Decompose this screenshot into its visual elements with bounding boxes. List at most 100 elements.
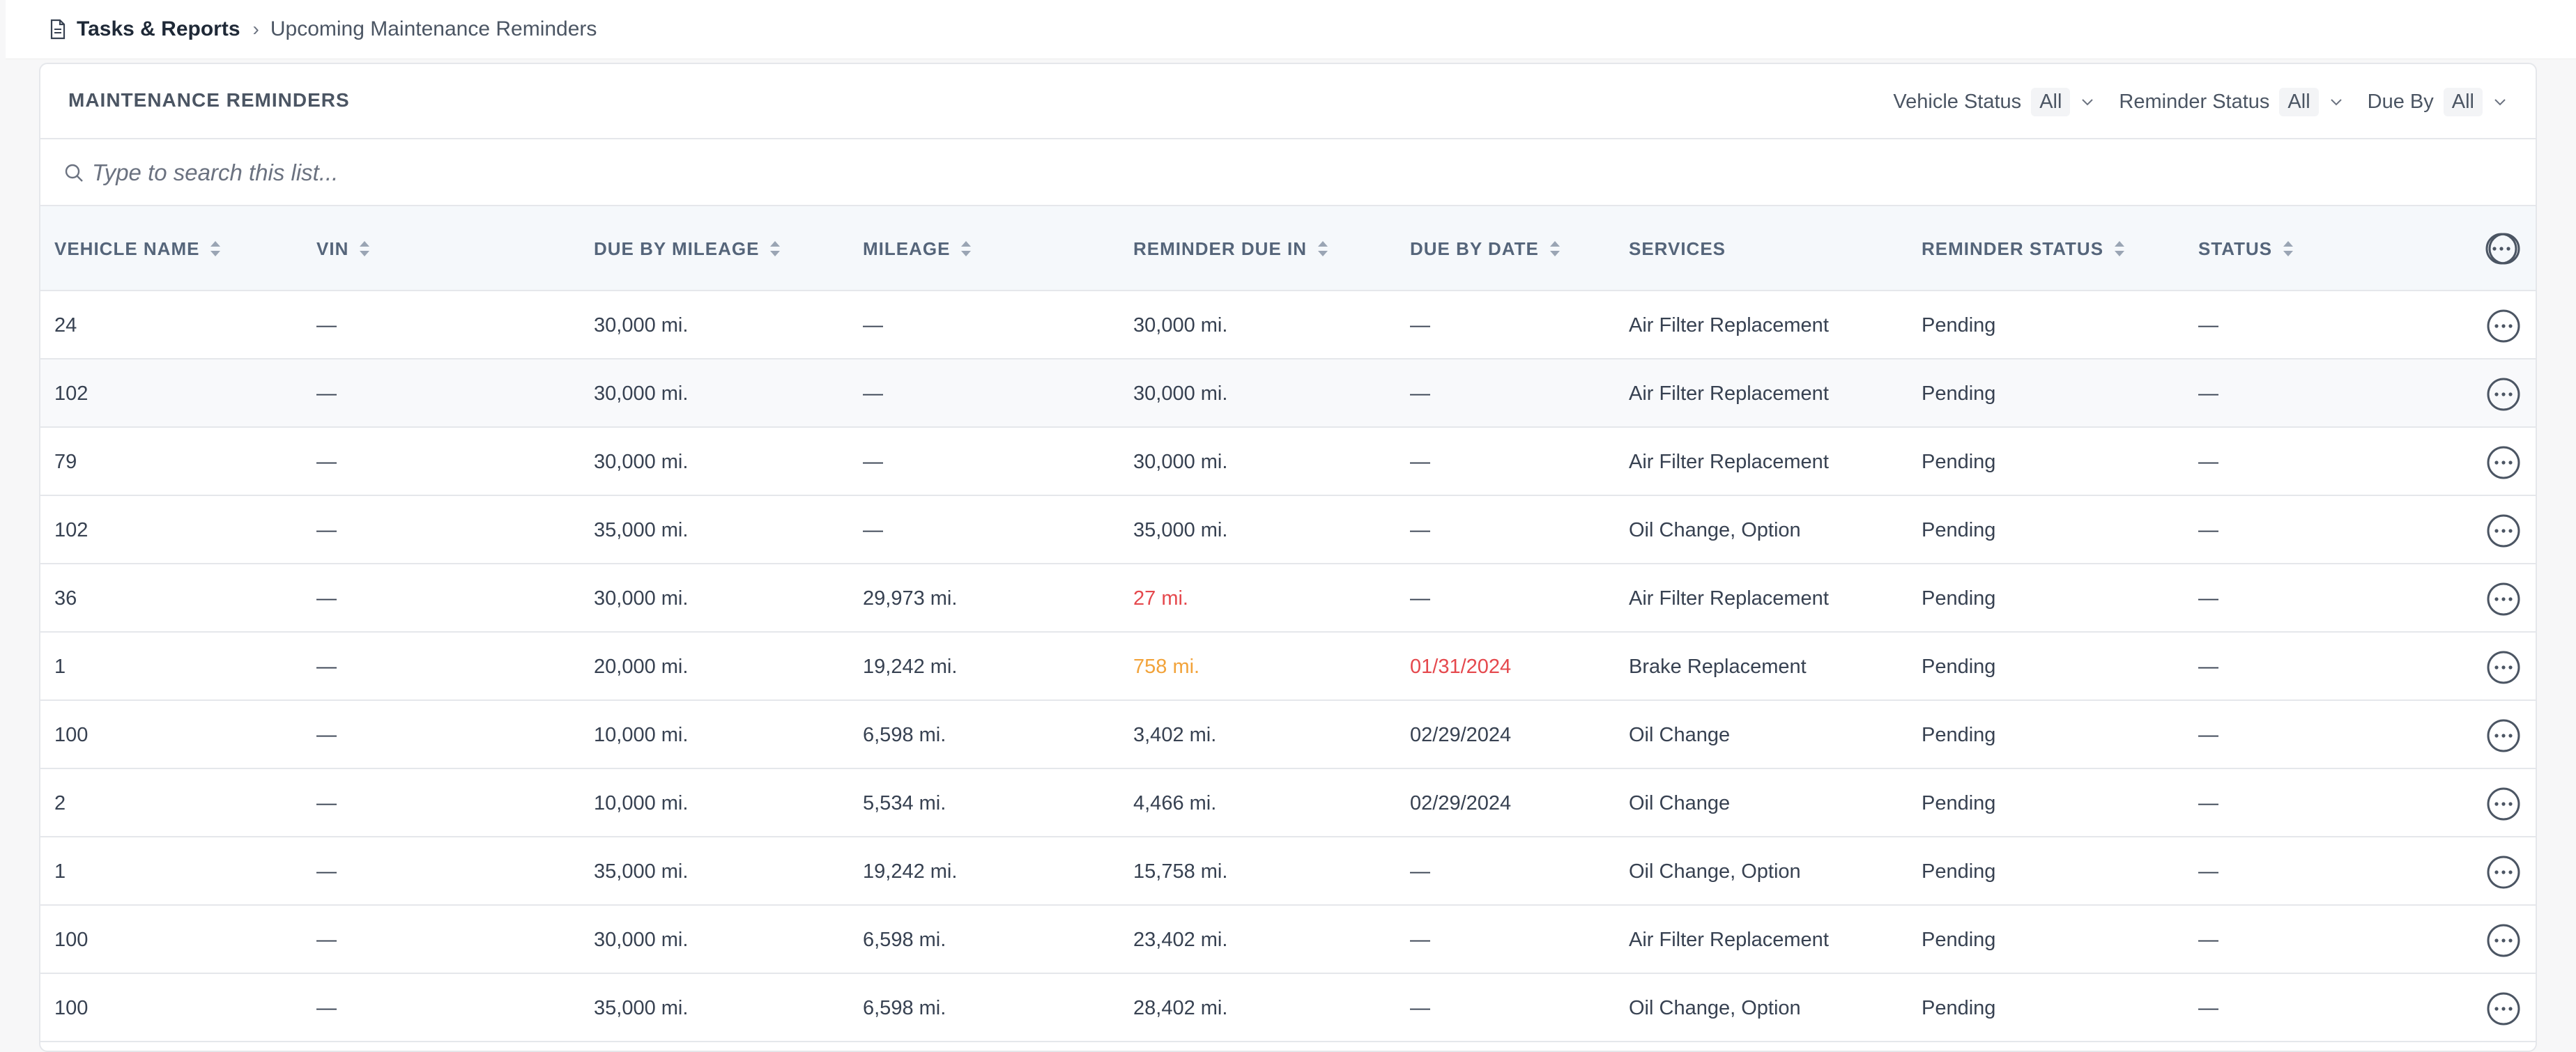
sort-icon[interactable] (1549, 240, 1561, 258)
cell-due-in: 27 mi. (1133, 587, 1188, 610)
cell-due-in: 3,402 mi. (1133, 723, 1217, 746)
cell-due-mileage: 35,000 mi. (594, 860, 689, 883)
cell-status: — (2198, 518, 2218, 541)
search-input[interactable] (92, 155, 1068, 191)
cell-due-date: — (1410, 314, 1430, 337)
cell-services: Oil Change (1629, 723, 1731, 746)
sort-icon[interactable] (960, 240, 972, 258)
more-horizontal-icon[interactable] (2485, 513, 2522, 549)
column-header-mileage[interactable]: MILEAGE (863, 206, 972, 291)
table-row[interactable]: 24 — 30,000 mi. — 30,000 mi. — Air Filter Repl… (40, 291, 2536, 359)
cell-services: Air Filter Replacement (1629, 314, 1829, 337)
cell-mileage: — (863, 314, 883, 337)
reminders-card: MAINTENANCE REMINDERS Vehicle Status All… (39, 63, 2537, 1052)
filter-value[interactable]: All (2443, 87, 2483, 116)
more-horizontal-icon[interactable] (2485, 718, 2522, 754)
column-header-due-date[interactable]: DUE BY DATE (1410, 206, 1561, 291)
cell-due-in: 30,000 mi. (1133, 450, 1228, 473)
column-header-reminder-status[interactable]: REMINDER STATUS (1922, 206, 2126, 291)
breadcrumb-root-link[interactable]: Tasks & Reports (77, 17, 240, 40)
filter-reminder-status[interactable]: Reminder Status All (2119, 87, 2344, 116)
more-horizontal-icon[interactable] (2485, 581, 2522, 617)
cell-due-mileage: 30,000 mi. (594, 928, 689, 951)
cell-due-in: 28,402 mi. (1133, 996, 1228, 1019)
column-header-vehicle[interactable]: VEHICLE NAME (54, 206, 222, 291)
cell-mileage: 6,598 mi. (863, 723, 946, 746)
table-row[interactable]: 2 — 10,000 mi. 5,534 mi. 4,466 mi. 02/29/2024… (40, 769, 2536, 837)
chevron-down-icon[interactable] (2080, 94, 2095, 109)
table-row[interactable]: 102 — 30,000 mi. — 30,000 mi. — Air Filter Rep… (40, 359, 2536, 428)
table-row[interactable]: 102 — 35,000 mi. — 35,000 mi. — Oil Change, Op… (40, 496, 2536, 564)
filter-vehicle-status[interactable]: Vehicle Status All (1893, 87, 2095, 116)
column-options-icon[interactable] (2484, 230, 2522, 268)
cell-due-date: — (1410, 860, 1430, 883)
more-horizontal-icon[interactable] (2485, 786, 2522, 822)
cell-vehicle: 2 (54, 791, 66, 814)
cell-due-in: 30,000 mi. (1133, 314, 1228, 337)
sort-icon[interactable] (2113, 240, 2126, 258)
cell-due-date: — (1410, 996, 1430, 1019)
cell-status: — (2198, 587, 2218, 610)
sort-icon[interactable] (769, 240, 781, 258)
chevron-down-icon[interactable] (2329, 94, 2344, 109)
more-horizontal-icon[interactable] (2485, 444, 2522, 481)
column-header-label: REMINDER DUE IN (1133, 238, 1308, 259)
column-header-due-mileage[interactable]: DUE BY MILEAGE (594, 206, 781, 291)
cell-services: Oil Change (1629, 791, 1731, 814)
cell-mileage: — (863, 382, 883, 405)
filter-label: Vehicle Status (1893, 90, 2022, 113)
cell-reminder-status: Pending (1922, 860, 1996, 883)
column-header-due-in[interactable]: REMINDER DUE IN (1133, 206, 1329, 291)
column-header-vin[interactable]: VIN (316, 206, 371, 291)
sort-icon[interactable] (358, 240, 371, 258)
table-row[interactable]: 1 — 35,000 mi. 19,242 mi. 15,758 mi. — Oil Cha… (40, 837, 2536, 906)
cell-reminder-status: Pending (1922, 382, 1996, 405)
table-row[interactable]: 100 — 35,000 mi. 6,598 mi. 28,402 mi. — Oil Ch… (40, 974, 2536, 1042)
filter-due-by[interactable]: Due By All (2367, 87, 2508, 116)
more-horizontal-icon[interactable] (2485, 308, 2522, 344)
cell-vehicle: 100 (54, 723, 89, 746)
more-horizontal-icon[interactable] (2485, 376, 2522, 412)
more-horizontal-icon[interactable] (2485, 922, 2522, 959)
cell-due-in: 23,402 mi. (1133, 928, 1228, 951)
cell-vin: — (316, 382, 337, 405)
cell-status: — (2198, 314, 2218, 337)
cell-vin: — (316, 723, 337, 746)
cell-services: Air Filter Replacement (1629, 382, 1829, 405)
table-row[interactable]: 100 — 10,000 mi. 6,598 mi. 3,402 mi. 02/29/20… (40, 701, 2536, 769)
cell-mileage: 19,242 mi. (863, 860, 958, 883)
cell-due-date: — (1410, 450, 1430, 473)
cell-due-mileage: 35,000 mi. (594, 518, 689, 541)
more-horizontal-icon[interactable] (2485, 649, 2522, 686)
cell-vehicle: 100 (54, 928, 89, 951)
table-row[interactable]: 79 — 30,000 mi. — 30,000 mi. — Air Filter Repl… (40, 428, 2536, 496)
filter-bar: Vehicle Status All Reminder Status All D… (1869, 84, 2508, 120)
filter-label: Due By (2367, 90, 2434, 113)
filter-value[interactable]: All (2279, 87, 2319, 116)
cell-vin: — (316, 928, 337, 951)
more-horizontal-icon[interactable] (2485, 854, 2522, 890)
table-row[interactable]: 36 — 30,000 mi. 29,973 mi. 27 mi. — Air Filter… (40, 564, 2536, 633)
chevron-right-icon: › (252, 18, 259, 40)
cell-reminder-status: Pending (1922, 587, 1996, 610)
cell-status: — (2198, 450, 2218, 473)
cell-due-mileage: 20,000 mi. (594, 655, 689, 678)
more-horizontal-icon[interactable] (2485, 991, 2522, 1027)
cell-due-date: — (1410, 382, 1430, 405)
table-row[interactable]: 1 — 20,000 mi. 19,242 mi. 758 mi. 01/31/2024 B… (40, 633, 2536, 701)
search-bar (40, 139, 2536, 206)
filter-value[interactable]: All (2031, 87, 2071, 116)
sort-icon[interactable] (1317, 240, 1329, 258)
table-row[interactable]: 100 — 30,000 mi. 6,598 mi. 23,402 mi. — Air Fi… (40, 906, 2536, 974)
cell-reminder-status: Pending (1922, 928, 1996, 951)
sort-icon[interactable] (209, 240, 222, 258)
cell-due-date: — (1410, 518, 1430, 541)
cell-vin: — (316, 996, 337, 1019)
column-header-label: VIN (316, 238, 349, 259)
cell-status: — (2198, 996, 2218, 1019)
cell-due-mileage: 30,000 mi. (594, 314, 689, 337)
column-header-label: DUE BY DATE (1410, 238, 1539, 259)
chevron-down-icon[interactable] (2492, 94, 2508, 109)
column-header-status[interactable]: STATUS (2198, 206, 2294, 291)
sort-icon[interactable] (2282, 240, 2294, 258)
